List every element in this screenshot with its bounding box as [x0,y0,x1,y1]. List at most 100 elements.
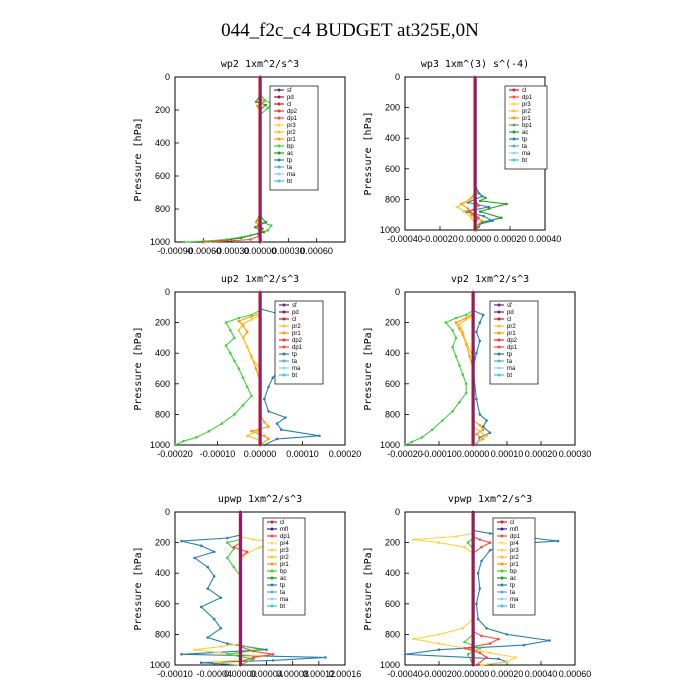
x-tick-label: 0.00020 [329,449,362,459]
series-point-dp1 [485,656,488,659]
x-tick-label: -0.00010 [200,449,236,459]
series-point-pr3 [505,660,509,664]
legend-label-pr2: pr2 [510,555,519,561]
series-point-tp [318,434,321,438]
legend-label-ma: ma [522,151,531,157]
series-point-pr1 [246,330,249,334]
series-point-bp [226,556,229,560]
legend-label-pr4: pr4 [280,541,289,547]
y-tick-label: 400 [385,568,400,578]
series-point-tp [212,550,216,554]
x-tick-label: -0.00030 [214,246,250,256]
legend-label-pr1: pr1 [510,562,519,568]
panel-title: wp2 1xm^2/s^3 [221,59,299,70]
legend-label-dp2: dp2 [292,338,303,344]
x-tick-label: 0.00008 [276,669,309,679]
legend-label-ta: ta [292,359,298,365]
y-axis-label: Pressure [hPa] [363,111,374,195]
legend-marker-dp1 [500,534,504,538]
series-point-bp [478,646,482,650]
plot-panel-6: vpwp 1xm^2/s^3 Pressure [hPa] 0 200 400 600 80… [363,494,591,679]
x-tick-label: 0.00000 [457,669,490,679]
series-point-dp1 [480,634,483,638]
legend-marker-ac [277,151,281,155]
legend-marker-pd [497,310,501,314]
series-point-bp [454,316,458,320]
panel-title: upwp 1xm^2/s^3 [218,494,302,505]
y-tick-label: 0 [395,287,400,297]
x-tick-label: -0.00060 [186,246,222,256]
panel-title: up2 1xm^2/s^3 [221,274,299,285]
legend-label-ta: ta [510,590,516,596]
series-point-tp [487,205,491,209]
series-point-bp [229,329,232,332]
legend-label-cl: cl [287,102,291,108]
legend-label-tp: tp [280,583,286,589]
legend-marker-sf [277,88,281,92]
legend-marker-pd [277,95,281,99]
series-point-bp [237,367,241,370]
y-tick-label: 1000 [380,225,400,235]
x-tick-label: 0.00000 [244,246,277,256]
series-point-pr1 [480,219,484,223]
series-point-tp [275,437,279,441]
series-point-bp [466,653,470,656]
y-tick-label: 200 [155,318,170,328]
series-point-tp [199,661,203,664]
series-point-pr1 [481,428,485,432]
series-point-bp [183,240,186,244]
series-point-pr2 [246,434,249,438]
series-point-tp [219,627,223,630]
legend-label-ma: ma [280,597,289,603]
y-tick-label: 200 [385,103,400,113]
legend-marker-pr3 [277,123,281,127]
legend-label-ac: ac [522,130,528,136]
series-point-pr2 [478,439,482,442]
series-point-tp [505,633,509,636]
legend-label-bt: bt [507,373,512,379]
x-tick-label: 0.00010 [491,449,524,459]
series-point-pr3 [437,633,441,636]
series-point-bp [233,336,236,340]
series-point-bp [464,313,468,317]
legend-marker-pr3 [512,102,516,106]
legend-label-mfl: mfl [280,527,288,533]
legend-label-pd: pd [292,310,299,316]
series-point-bp [182,439,185,443]
legend-label-pr3: pr3 [522,102,531,108]
legend-label-dp1: dp1 [510,534,521,540]
series-point-pr3 [437,541,441,544]
legend-marker-ta [270,590,274,594]
series-point-tp [475,330,478,334]
y-axis-label: Pressure [hPa] [133,326,144,410]
legend-label-mfl: mfl [510,527,518,533]
legend-label-pr3: pr3 [510,548,519,554]
series-point-pr1 [263,420,266,424]
legend-marker-pr2 [270,555,274,559]
legend-label-pr2: pr2 [292,324,301,330]
series-point-pr3 [212,660,216,664]
series-point-bp [229,351,232,355]
legend-label-cl: cl [510,520,514,526]
series-point-pr2 [458,322,461,326]
series-point-pr1 [458,327,461,331]
x-tick-label: -0.00040 [387,234,423,244]
series-point-tp [476,571,480,575]
legend-label-tp: tp [292,352,298,358]
series-point-dp1 [477,216,480,220]
y-tick-label: 800 [385,629,400,639]
series-line-bp [184,77,273,243]
series-point-ac [479,210,482,213]
y-tick-label: 0 [165,72,170,82]
legend-label-ac: ac [287,151,293,157]
legend-marker-pr2 [512,109,516,113]
series-point-pr3 [258,545,262,549]
series-point-tp [475,397,478,401]
series-point-pr3 [412,538,415,541]
series-point-pr1 [470,213,473,216]
legend-label-dp1: dp1 [507,345,518,351]
legend-label-bp1: bp1 [522,123,533,129]
legend-label-tp: tp [522,137,528,143]
plot-panel-3: up2 1xm^2/s^3 Pressure [hPa] 0 200 400 600 800… [133,274,361,459]
series-point-dp1 [245,550,249,554]
